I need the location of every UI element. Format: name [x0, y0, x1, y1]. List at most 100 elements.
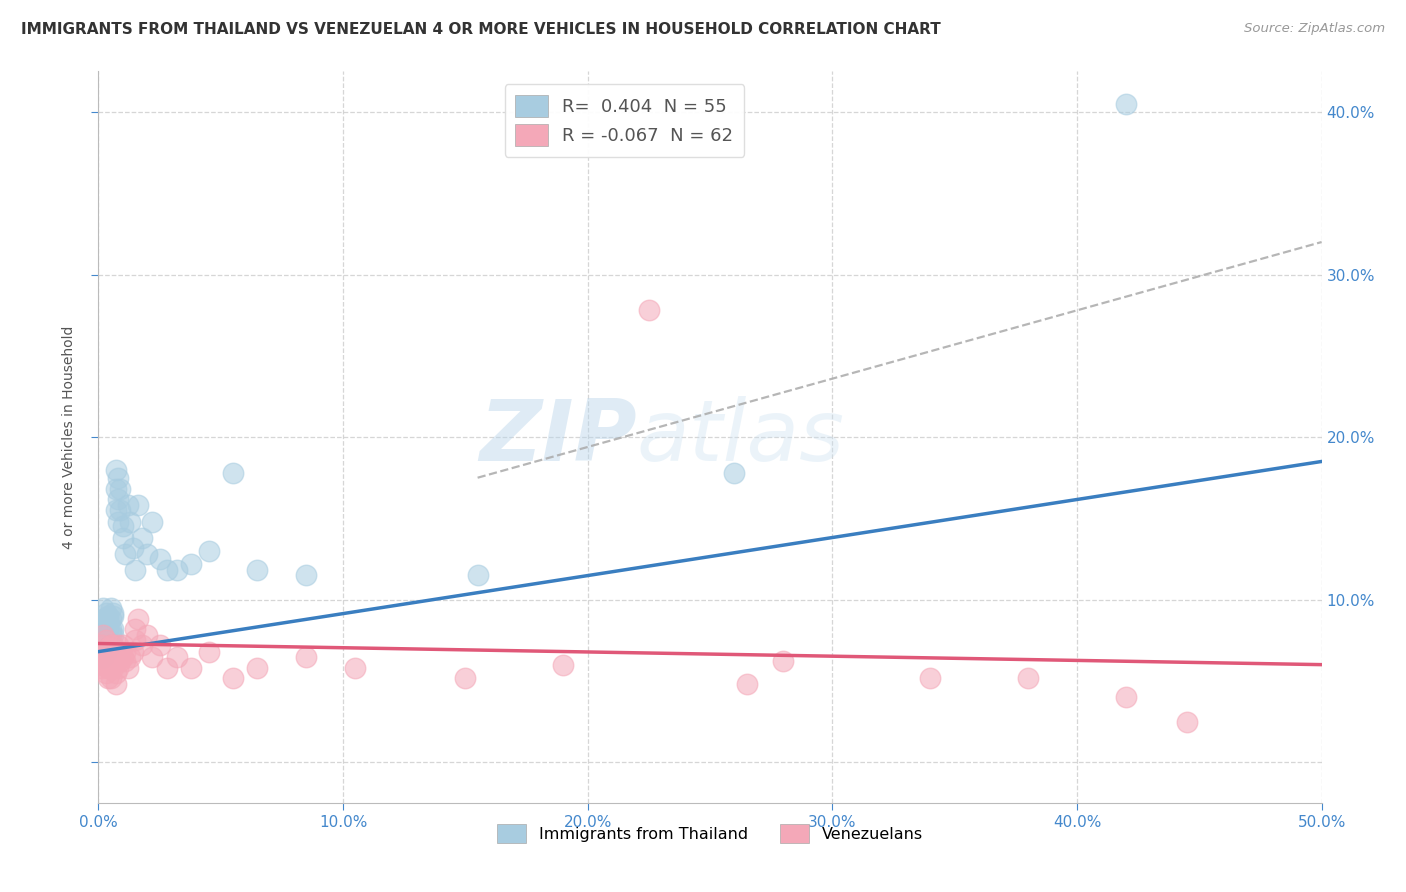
Point [94, 606, 117, 620]
Point [120, 515, 142, 529]
Point [136, 547, 159, 561]
Point [344, 661, 367, 675]
Point [1115, 96, 1137, 111]
Point [735, 677, 758, 691]
Point [141, 649, 163, 664]
Point [246, 563, 269, 577]
Point [104, 645, 127, 659]
Point [94, 633, 117, 648]
Point [100, 600, 122, 615]
Point [111, 638, 134, 652]
Point [1115, 690, 1137, 705]
Point [117, 499, 139, 513]
Point [100, 628, 122, 642]
Point [110, 645, 132, 659]
Point [920, 671, 942, 685]
Point [1017, 671, 1039, 685]
Point [107, 471, 129, 485]
Point [91, 657, 114, 672]
Point [91, 645, 114, 659]
Point [94, 645, 117, 659]
Point [295, 568, 318, 582]
Point [124, 563, 146, 577]
Point [94, 665, 117, 680]
Point [91, 628, 114, 642]
Point [107, 661, 129, 675]
Point [101, 606, 124, 620]
Text: IMMIGRANTS FROM THAILAND VS VENEZUELAN 4 OR MORE VEHICLES IN HOUSEHOLD CORRELATI: IMMIGRANTS FROM THAILAND VS VENEZUELAN 4… [21, 22, 941, 37]
Point [166, 649, 188, 664]
Point [197, 645, 219, 659]
Point [454, 671, 477, 685]
Point [114, 654, 136, 668]
Point [97, 622, 120, 636]
Point [553, 657, 575, 672]
Point [104, 503, 127, 517]
Point [723, 466, 745, 480]
Point [91, 600, 114, 615]
Point [141, 515, 163, 529]
Point [91, 612, 114, 626]
Point [156, 563, 179, 577]
Point [149, 638, 172, 652]
Point [120, 649, 142, 664]
Point [101, 661, 124, 675]
Point [101, 622, 124, 636]
Point [94, 638, 117, 652]
Point [97, 612, 120, 626]
Point [149, 552, 172, 566]
Point [131, 638, 153, 652]
Point [104, 654, 127, 668]
Point [97, 654, 120, 668]
Point [100, 612, 122, 626]
Point [90, 645, 112, 659]
Point [100, 645, 122, 659]
Point [124, 633, 146, 648]
Point [111, 649, 134, 664]
Point [295, 649, 318, 664]
Point [131, 531, 153, 545]
Point [94, 645, 117, 659]
Point [104, 665, 127, 680]
Point [222, 671, 245, 685]
Point [121, 645, 143, 659]
Point [110, 654, 132, 668]
Point [90, 649, 112, 664]
Point [90, 622, 112, 636]
Point [100, 661, 122, 675]
Point [100, 638, 122, 652]
Point [97, 671, 120, 685]
Point [467, 568, 489, 582]
Legend: Immigrants from Thailand, Venezuelans: Immigrants from Thailand, Venezuelans [491, 817, 929, 850]
Point [637, 303, 661, 318]
Point [100, 638, 122, 652]
Point [111, 531, 134, 545]
Y-axis label: 4 or more Vehicles in Household: 4 or more Vehicles in Household [62, 326, 76, 549]
Point [110, 482, 132, 496]
Text: atlas: atlas [637, 395, 845, 479]
Point [1175, 714, 1198, 729]
Point [97, 608, 120, 623]
Point [91, 649, 114, 664]
Point [180, 661, 202, 675]
Point [100, 622, 122, 636]
Point [101, 638, 124, 652]
Point [124, 622, 146, 636]
Point [100, 649, 122, 664]
Point [166, 563, 188, 577]
Point [101, 649, 124, 664]
Point [127, 612, 149, 626]
Point [107, 638, 129, 652]
Point [101, 628, 124, 642]
Point [104, 482, 127, 496]
Point [117, 661, 139, 675]
Point [136, 628, 159, 642]
Point [222, 466, 245, 480]
Text: Source: ZipAtlas.com: Source: ZipAtlas.com [1244, 22, 1385, 36]
Point [180, 557, 202, 571]
Point [97, 661, 120, 675]
Point [104, 677, 127, 691]
Point [91, 628, 114, 642]
Point [114, 645, 136, 659]
Point [94, 617, 117, 632]
